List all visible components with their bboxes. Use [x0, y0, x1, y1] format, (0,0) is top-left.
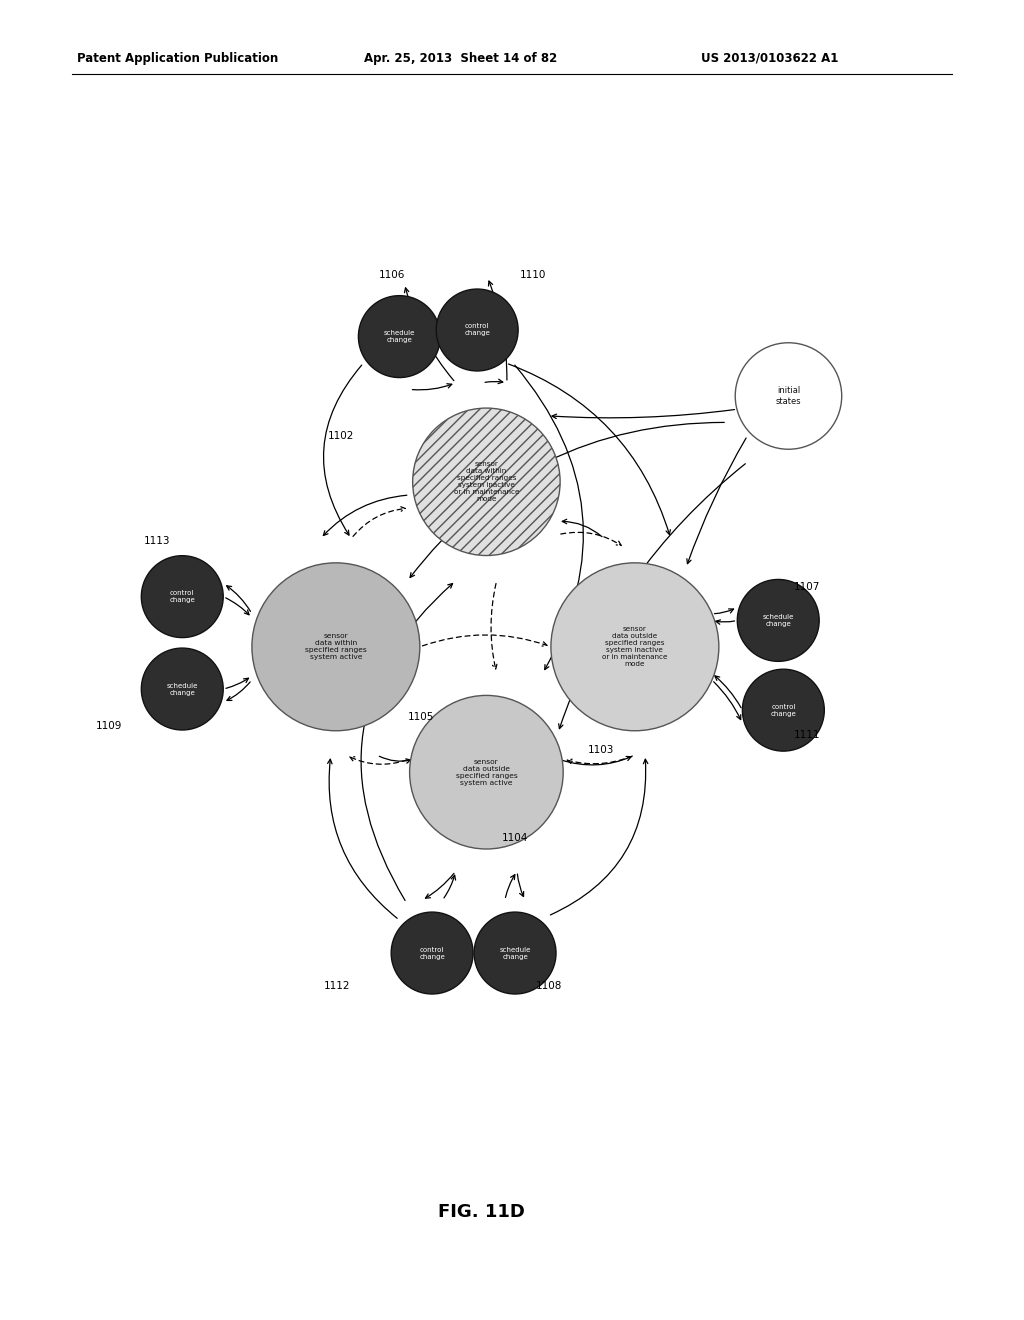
Text: 1113: 1113	[143, 536, 170, 546]
Text: Patent Application Publication: Patent Application Publication	[77, 51, 279, 65]
Text: sensor
data within
specified ranges
system active: sensor data within specified ranges syst…	[305, 634, 367, 660]
Ellipse shape	[141, 556, 223, 638]
Text: 1107: 1107	[794, 582, 820, 593]
Text: sensor
data outside
specified ranges
system inactive
or in maintenance
mode: sensor data outside specified ranges sys…	[602, 626, 668, 668]
Ellipse shape	[436, 289, 518, 371]
Text: control
change: control change	[419, 946, 445, 960]
Text: 1111: 1111	[794, 730, 820, 741]
Text: 1110: 1110	[520, 269, 547, 280]
Text: schedule
change: schedule change	[384, 330, 415, 343]
Text: 1104: 1104	[502, 833, 528, 843]
Ellipse shape	[735, 343, 842, 449]
Text: sensor
data within
specified ranges
system inactive
or in maintenance
mode: sensor data within specified ranges syst…	[454, 461, 519, 503]
Text: schedule
change: schedule change	[167, 682, 198, 696]
Text: schedule
change: schedule change	[763, 614, 794, 627]
Ellipse shape	[413, 408, 560, 556]
Text: 1105: 1105	[408, 711, 434, 722]
Ellipse shape	[252, 562, 420, 731]
Ellipse shape	[410, 696, 563, 849]
Text: FIG. 11D: FIG. 11D	[438, 1203, 524, 1221]
Text: sensor
data outside
specified ranges
system active: sensor data outside specified ranges sys…	[456, 759, 517, 785]
Text: 1112: 1112	[324, 981, 350, 991]
Ellipse shape	[551, 562, 719, 731]
Text: control
change: control change	[464, 323, 490, 337]
Text: control
change: control change	[169, 590, 196, 603]
Text: schedule
change: schedule change	[500, 946, 530, 960]
Text: 1103: 1103	[588, 744, 614, 755]
Ellipse shape	[737, 579, 819, 661]
Text: US 2013/0103622 A1: US 2013/0103622 A1	[701, 51, 839, 65]
Text: 1106: 1106	[379, 269, 406, 280]
Text: initial
states: initial states	[775, 387, 802, 405]
Ellipse shape	[391, 912, 473, 994]
Text: 1108: 1108	[536, 981, 562, 991]
Ellipse shape	[742, 669, 824, 751]
Text: control
change: control change	[770, 704, 797, 717]
Ellipse shape	[141, 648, 223, 730]
Ellipse shape	[474, 912, 556, 994]
Text: 1109: 1109	[96, 721, 123, 731]
Text: 1102: 1102	[328, 430, 354, 441]
Text: Apr. 25, 2013  Sheet 14 of 82: Apr. 25, 2013 Sheet 14 of 82	[364, 51, 557, 65]
Ellipse shape	[358, 296, 440, 378]
